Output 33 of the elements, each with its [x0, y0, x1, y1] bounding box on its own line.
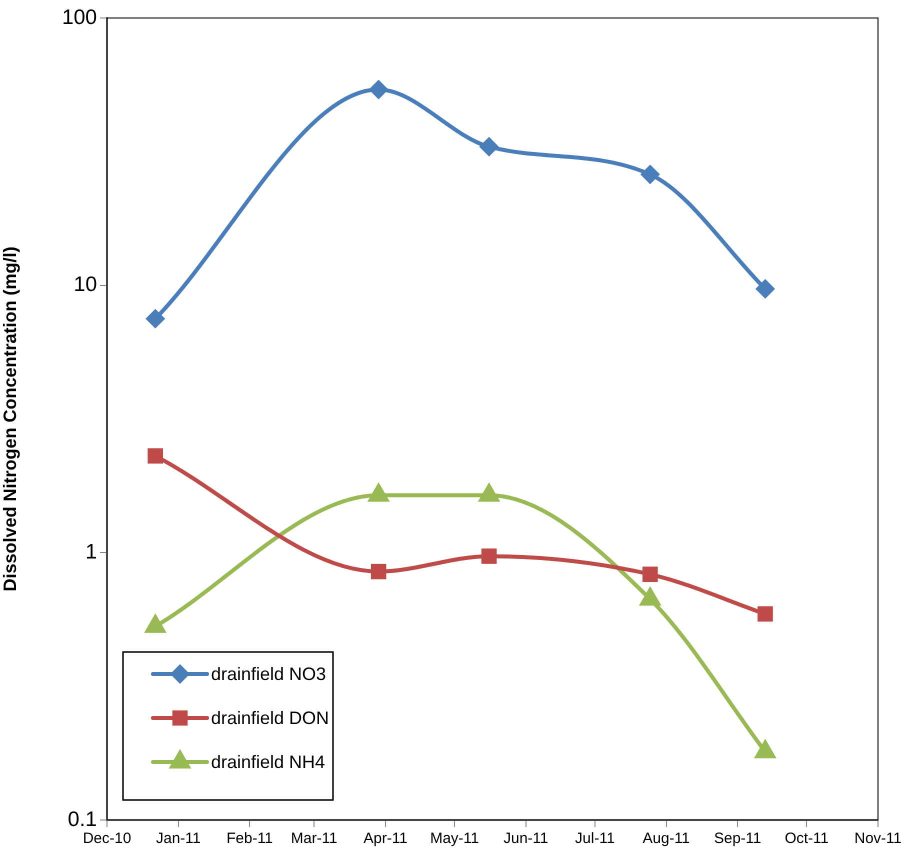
point: [370, 564, 386, 580]
y-axis-title: Dissolved Nitrogen Concentration (mg/l): [0, 246, 20, 592]
point: [641, 165, 660, 184]
point: [755, 740, 776, 758]
y-tick-label: 0.1: [68, 808, 97, 831]
x-tick-label: Nov-11: [854, 830, 902, 848]
x-tick-label: Sep-11: [714, 830, 762, 848]
y-tick-label: 10: [74, 273, 97, 296]
x-tick-label: May-11: [430, 830, 479, 848]
x-tick-label: Jun-11: [503, 830, 548, 848]
point: [146, 310, 164, 328]
point: [146, 615, 166, 633]
legend-label: drainfield DON: [211, 708, 330, 728]
x-tick-label: Dec-10: [82, 830, 132, 848]
x-tick-label: Jan-11: [156, 830, 201, 848]
point: [481, 548, 497, 564]
y-tick-label: 1: [85, 540, 97, 564]
point: [642, 566, 658, 582]
legend-label: drainfield NH4: [211, 752, 326, 772]
point: [370, 80, 388, 99]
x-tick-label: Mar-11: [290, 830, 338, 848]
x-tick-label: Feb-11: [226, 830, 273, 848]
point: [758, 606, 773, 622]
x-tick-label: Apr-11: [364, 830, 408, 848]
point: [756, 280, 774, 298]
x-tick-label: Jul-11: [575, 830, 615, 848]
point: [640, 588, 660, 606]
legend-label: drainfield NO3: [211, 664, 326, 684]
x-tick-label: Aug-11: [642, 830, 690, 848]
point: [148, 448, 163, 464]
y-tick-label: 100: [62, 6, 97, 29]
x-tick-label: Oct-11: [784, 830, 829, 848]
point: [480, 138, 498, 156]
